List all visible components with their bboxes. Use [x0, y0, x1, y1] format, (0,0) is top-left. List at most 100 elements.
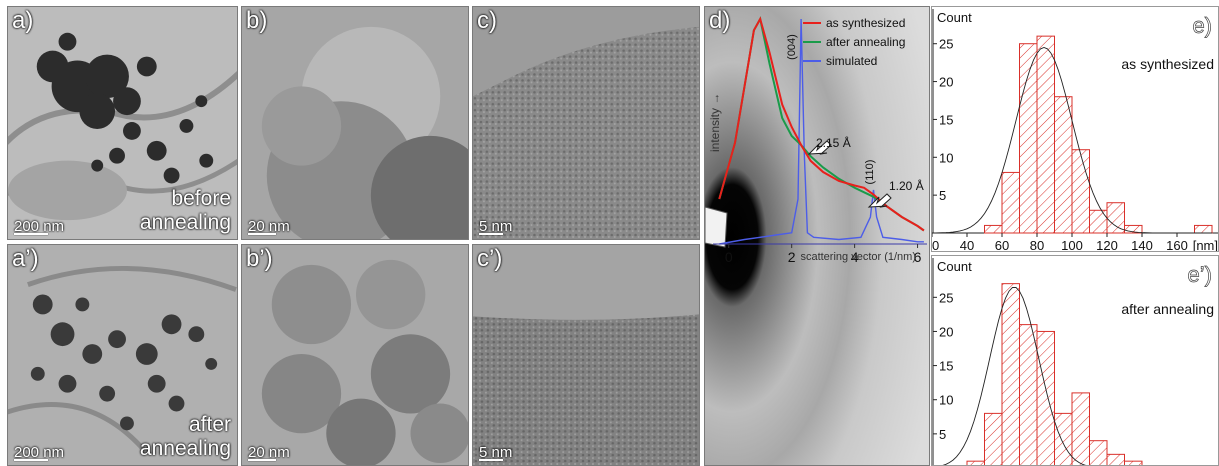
x-tick-label: 100 [1061, 238, 1083, 252]
histogram-bar [1019, 324, 1038, 465]
micrograph-a-prime-image [8, 245, 237, 465]
y-tick-label: 5 [939, 188, 946, 203]
peak-label-110: (110) [864, 160, 876, 185]
histogram-bar [1054, 412, 1073, 465]
micrograph-b-prime: b’) 20 nm [241, 244, 469, 466]
scale-bar-label: 5 nm [479, 218, 513, 235]
x-axis-label: scattering vector (1/nm) [800, 251, 916, 263]
arrow-icon [867, 193, 892, 208]
d-spacing-label: 1.20 Å [889, 178, 924, 193]
diffraction-pattern [705, 7, 929, 465]
histogram-bar [1194, 224, 1213, 234]
histogram-bar [1106, 202, 1125, 234]
panel-label: c’) [477, 245, 503, 272]
note-line-1: after [188, 413, 231, 436]
histogram-e: 5 10 15 20 25 20 40 60 80 100 120 140 160 [nm] Count e)… [932, 9, 1218, 252]
x-tick-label: 120 [1096, 238, 1118, 252]
micrograph-b: b) 20 nm [241, 6, 469, 240]
scale-bar: 20 nm [248, 218, 290, 235]
x-tick-label: 140 [1131, 238, 1153, 252]
histogram-bar [1036, 35, 1055, 234]
histogram-e-prime-panel: 5 10 15 20 25 Count e’) after annealing [931, 255, 1219, 466]
y-tick-label: 20 [939, 324, 953, 339]
condition-note: before annealing [140, 187, 231, 235]
histogram-bar [1054, 96, 1073, 234]
gaussian-fit-line [932, 47, 1212, 234]
beam-stop [705, 206, 728, 248]
peak-label-004: (004) [786, 34, 798, 60]
histogram-e-panel: 5 10 15 20 25 20 40 60 80 100 120 140 160 [nm] Count e)… [931, 6, 1219, 252]
legend: as synthesized after annealing simulated [803, 16, 905, 68]
panel-label: b’) [246, 245, 273, 272]
note-line-2: annealing [139, 437, 231, 460]
panel-label: a’) [12, 245, 39, 272]
micrograph-a-image [8, 7, 237, 239]
scale-bar-label: 5 nm [479, 444, 513, 461]
panel-label: d) [709, 7, 731, 34]
micrograph-b-prime-image [242, 245, 468, 465]
micrograph-a: a) before annealing 200 nm [7, 6, 238, 240]
panel-label: e) [1192, 13, 1212, 38]
y-tick-label: 25 [939, 290, 953, 305]
x-tick-label: 0 [725, 249, 733, 265]
condition-note: after annealing [140, 413, 231, 461]
scale-bar-label: 200 nm [14, 218, 65, 235]
gaussian-fit-line [942, 287, 1086, 465]
note-line-2: annealing [139, 211, 231, 234]
histogram-bar [1089, 440, 1108, 465]
scale-bar: 200 nm [14, 444, 64, 461]
x-axis-unit: [nm] [1193, 238, 1218, 252]
series-line-simulated [719, 18, 924, 245]
y-tick-label: 15 [939, 359, 953, 374]
y-tick-label: 10 [939, 150, 953, 165]
panel-label: b) [246, 7, 268, 34]
histogram-bar [984, 412, 1003, 465]
y-tick-label: 20 [939, 75, 953, 90]
x-tick-label: 6 [914, 249, 922, 265]
y-axis-label: Count [937, 10, 972, 25]
x-tick-label: 60 [995, 238, 1009, 252]
x-tick-label: 80 [1030, 238, 1044, 252]
scale-bar: 20 nm [248, 444, 290, 461]
micrograph-c-image [473, 7, 699, 239]
legend-label: as synthesized [826, 16, 905, 30]
y-axis-label: intensity → [708, 93, 722, 152]
scale-bar: 200 nm [14, 218, 64, 235]
y-axis-label: Count [937, 259, 972, 274]
y-tick-label: 5 [939, 427, 946, 442]
x-tick-label: 20 [932, 238, 939, 252]
histogram-bar [1071, 149, 1090, 234]
note-line-1: before [171, 187, 231, 210]
x-tick-label: 160 [1166, 238, 1188, 252]
panel-label: c) [477, 7, 497, 34]
x-tick-label: 2 [788, 249, 796, 265]
arrow-icon [807, 140, 832, 155]
histogram-bar [966, 460, 985, 465]
scale-bar-label: 200 nm [14, 444, 65, 461]
histogram-bar [1001, 171, 1020, 234]
histogram-e-prime: 5 10 15 20 25 Count e’) after annealing [932, 258, 1214, 465]
scale-bar: 5 nm [479, 444, 512, 461]
panel-label: e’) [1188, 262, 1212, 287]
diffraction-panel: 0 2 4 6 scattering vector (1/nm) intensity → a… [704, 6, 930, 466]
histogram-bar [984, 224, 1003, 234]
histogram-title: after annealing [1121, 301, 1214, 317]
d-spacing-label: 2.15 Å [816, 135, 851, 150]
micrograph-b-image [242, 7, 468, 239]
scale-bar-label: 20 nm [248, 444, 290, 461]
x-tick-label: 40 [960, 238, 974, 252]
histogram-bar [1019, 43, 1038, 234]
histogram-bar [1001, 283, 1020, 465]
micrograph-c: c) 5 nm [472, 6, 700, 240]
histogram-bar [1071, 392, 1090, 465]
y-tick-label: 10 [939, 393, 953, 408]
histogram-bar [1106, 453, 1125, 465]
scale-bar: 5 nm [479, 218, 512, 235]
legend-label: after annealing [826, 35, 905, 49]
legend-label: simulated [826, 54, 877, 68]
histogram-bar [1036, 330, 1055, 465]
micrograph-c-prime-image [473, 245, 699, 465]
y-tick-label: 25 [939, 37, 953, 52]
y-tick-label: 15 [939, 112, 953, 127]
